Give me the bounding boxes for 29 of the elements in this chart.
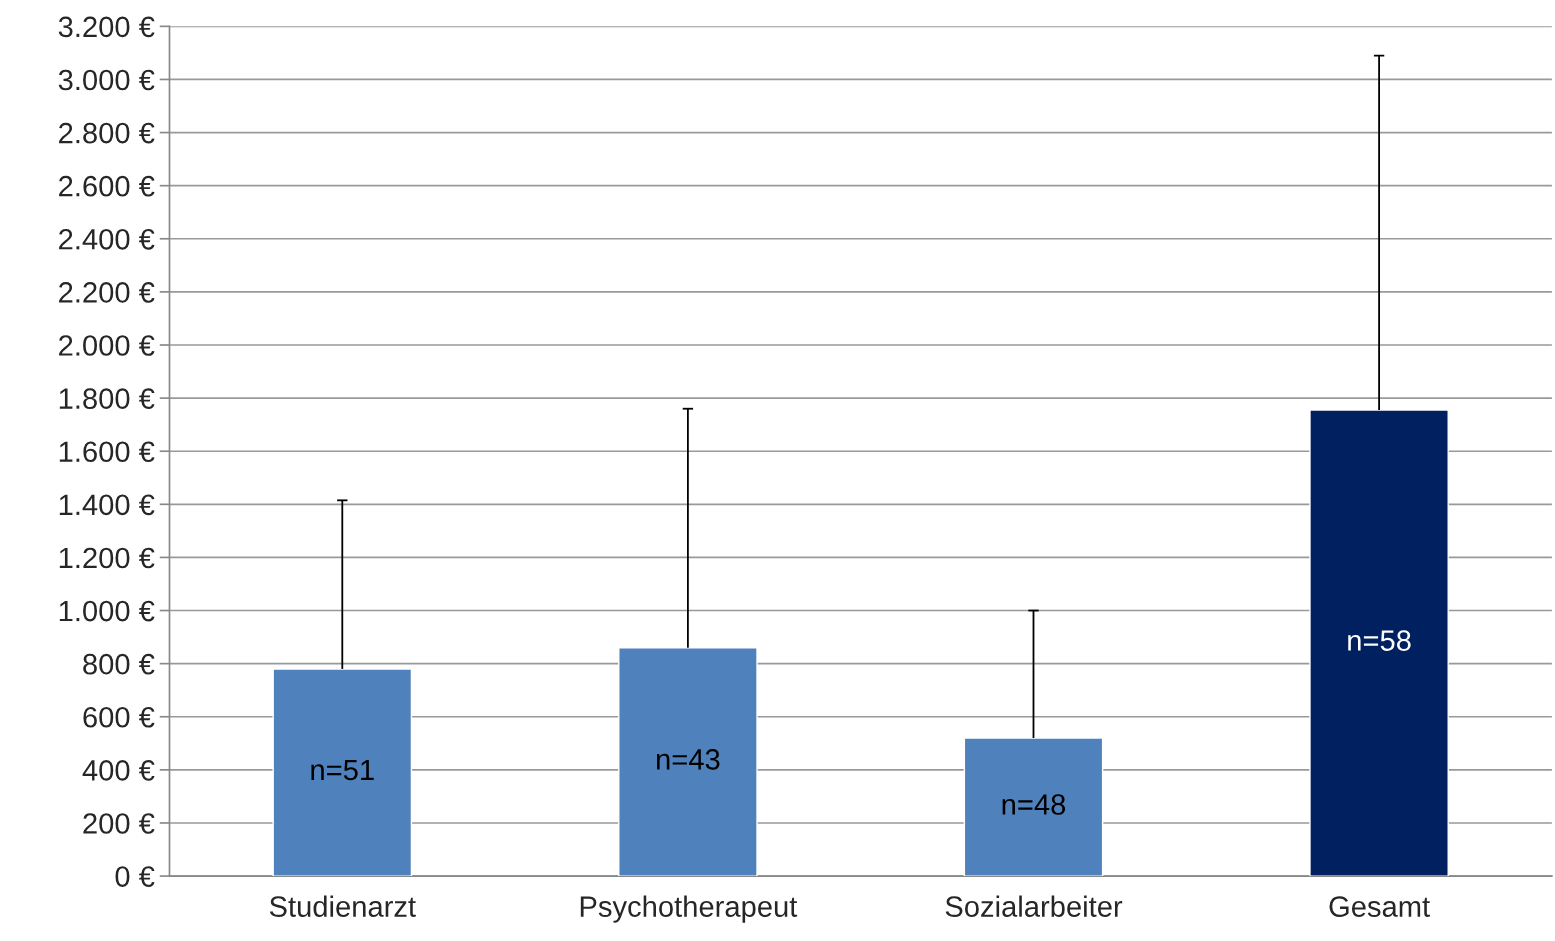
annotation: n=58 [1348,630,1411,651]
y-tick-label: 0 € [115,866,155,887]
annotation: n=51 [311,759,374,781]
y-tick-label: 600 € [83,706,155,728]
x-tick-label: Psychotherapeut [580,895,798,923]
y-tick-label: 1.600 € [59,441,155,463]
y-tick-label: 3.200 € [58,16,155,38]
x-tick-label: Gesamt [1329,896,1430,917]
bar [1309,409,1449,877]
y-tick-label: 3.000 € [58,69,155,91]
y-tick-label: 1.400 € [59,494,155,516]
x-tick-label: Sozialarbeiter [945,895,1123,917]
y-tick-label: 2.400 € [59,228,155,250]
y-tick-label: 2.000 € [59,335,155,356]
y-tick-label: 1.800 € [59,388,155,409]
y-tick-label: 400 € [82,760,155,781]
bar [963,737,1104,877]
annotation: n=43 [656,749,720,770]
y-tick-label: 2.200 € [59,282,155,303]
y-tick-label: 1.200 € [59,547,155,569]
bar [618,647,758,877]
y-tick-label: 200 € [83,813,155,834]
bar [272,668,413,877]
x-tick-label: Studienarzt [269,895,416,917]
y-tick-label: 1.000 € [59,600,155,622]
annotation: n=48 [1002,794,1066,815]
y-tick-label: 2.600 € [59,175,155,197]
y-tick-label: 2.800 € [59,122,155,144]
y-tick-label: 800 € [83,653,155,675]
